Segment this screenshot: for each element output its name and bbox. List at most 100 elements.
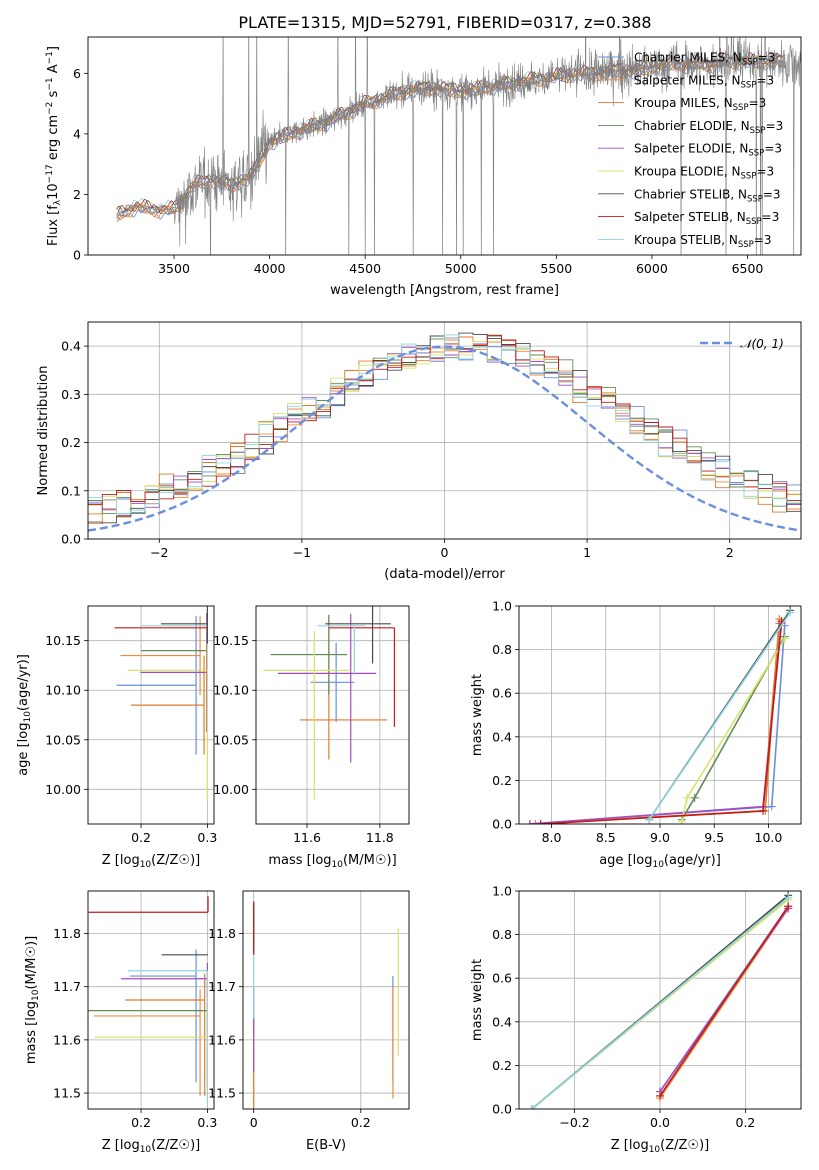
subscript: 10 [332, 860, 344, 870]
label-part: −1 [45, 51, 55, 64]
legend-label: 𝒩(0, 1) [740, 337, 784, 351]
observed-spectrum [116, 37, 801, 255]
weight-marker [786, 608, 795, 617]
x-tick-label: 6000 [636, 261, 668, 276]
residuals-axes: −2 −1 0 1 2 0.0 0.1 0.2 0.3 0.4 𝒩(0, 1) (data-model… [36, 321, 802, 582]
weight-vs-Z-axes: −0.2 0.0 0.2 0.0 0.2 0.4 0.6 0.8 1.0 Z [log10(Z/Z… [470, 884, 802, 1155]
y-tick-label: 0.6 [492, 686, 512, 701]
x-tick-label: 9.5 [704, 830, 724, 845]
x-tick-label: 1 [583, 545, 591, 560]
y-tick-label: 0.2 [61, 435, 81, 450]
x-axis-label: E(B-V) [306, 1138, 346, 1153]
x-tick-label: 0.0 [650, 1115, 670, 1130]
subscript: SSP [738, 240, 754, 250]
x-tick-label: 8.5 [596, 830, 616, 845]
label-rest: (Z/Z☉)] [660, 1138, 709, 1153]
residuals-plot-area [88, 332, 801, 532]
y-tick-label: 10.15 [213, 633, 249, 648]
mass-vs-Z-plot-area [88, 896, 209, 1104]
label-rest: (M/M☉)] [343, 853, 397, 868]
x-tick-label: 4500 [349, 261, 381, 276]
subscript: SSP [742, 58, 758, 68]
subscript: 10 [140, 1145, 152, 1155]
axes-frame [518, 890, 802, 1110]
x-tick-label: 0.2 [131, 830, 151, 845]
subscript: SSP [733, 103, 749, 113]
legend-label: Chabrier ELODIE, NSSP=3 [634, 119, 783, 136]
x-tick-label: 6500 [732, 261, 764, 276]
y-tick-label: 10.05 [213, 732, 249, 747]
label-rest: =3 [749, 96, 767, 110]
legend-label: Salpeter STELIB, NSSP=3 [634, 210, 779, 227]
weight-series-8 [531, 896, 789, 1109]
y-tick-label: 0.2 [492, 773, 512, 788]
subscript: SSP [750, 126, 766, 136]
weight-series-4 [529, 623, 783, 824]
y-tick-label: 11.6 [53, 1032, 81, 1047]
y-tick-label: 0.8 [492, 927, 512, 942]
y-tick-label: 4 [73, 126, 81, 141]
weight-marker [525, 820, 534, 824]
y-tick-label: 10.00 [213, 782, 249, 797]
weight-vs-age-plot-area [525, 606, 795, 824]
residual-histogram-8 [88, 334, 801, 514]
age-vs-Z-plot-area [114, 606, 208, 800]
figure-title: PLATE=1315, MJD=52791, FIBERID=0317, z=0… [238, 13, 651, 32]
x-tick-label: 11.6 [293, 830, 321, 845]
y-tick-label: 10.00 [45, 782, 81, 797]
axes-frame [255, 605, 410, 825]
weight-series-7 [659, 905, 789, 1097]
y-tick-label: 0.0 [61, 532, 81, 547]
x-axis-label: wavelength [Angstrom, rest frame] [330, 283, 559, 298]
y-tick-label: 1.0 [492, 884, 512, 899]
label-rest: =3 [754, 233, 772, 247]
mass-vs-ebv-axes: 0 0.2 11.5 11.6 11.7 11.8 E(B-V) [208, 890, 410, 1153]
subscript: 10 [31, 989, 41, 1001]
weight-series-7 [540, 621, 783, 824]
y-tick-label: 0.0 [492, 817, 512, 832]
y-tick-label: 11.6 [208, 1032, 236, 1047]
x-tick-label: 0 [250, 1115, 258, 1130]
spectrum-plot-area [116, 37, 801, 255]
weight-marker [759, 806, 768, 815]
label-part: ] [46, 46, 61, 51]
y-tick-label: 10.05 [45, 732, 81, 747]
axes-frame [518, 605, 802, 825]
weight-vs-Z-plot-area [527, 891, 793, 1109]
age-vs-mass-axes: 11.6 11.8 10.00 10.05 10.10 10.15 mass [log10(… [213, 605, 410, 870]
x-tick-label: 5000 [445, 261, 477, 276]
y-tick-label: 11.8 [53, 926, 81, 941]
x-tick-label: 0.3 [197, 1115, 217, 1130]
x-tick-label: 2 [726, 545, 734, 560]
normal-curve [88, 345, 799, 532]
label-rest: (age/yr)] [16, 654, 31, 711]
x-axis-label: Z [log10(Z/Z☉)] [102, 853, 200, 870]
y-tick-label: 11.7 [53, 979, 81, 994]
axes-frame [87, 36, 802, 256]
label-part: −1 [45, 77, 55, 90]
y-tick-label: 6 [73, 66, 81, 81]
subscript: SSP [741, 80, 757, 90]
label-part: s [46, 90, 61, 101]
label-rest: (M/M☉)] [24, 936, 39, 990]
label-rest: =3 [758, 51, 776, 65]
weight-series-0 [529, 625, 786, 824]
subscript: SSP [748, 149, 764, 159]
y-tick-label: 11.7 [208, 979, 236, 994]
x-tick-label: 10.0 [755, 830, 783, 845]
x-tick-label: 8.0 [542, 830, 562, 845]
y-axis-label: mass [log10(M/M☉)] [24, 936, 41, 1064]
x-tick-label: 0.2 [131, 1115, 151, 1130]
weight-marker [784, 893, 793, 902]
y-tick-label: 11.5 [208, 1086, 236, 1101]
x-tick-label: −0.2 [559, 1115, 589, 1130]
subscript: 10 [649, 1145, 661, 1155]
weight-marker [527, 1105, 536, 1109]
axes-frame [87, 890, 215, 1110]
y-tick-label: 10.10 [213, 683, 249, 698]
weight-marker [536, 820, 545, 824]
subscript: 10 [23, 711, 33, 723]
x-tick-label: 4000 [254, 261, 286, 276]
subscript: 10 [652, 860, 664, 870]
label-part: λ [53, 199, 63, 205]
